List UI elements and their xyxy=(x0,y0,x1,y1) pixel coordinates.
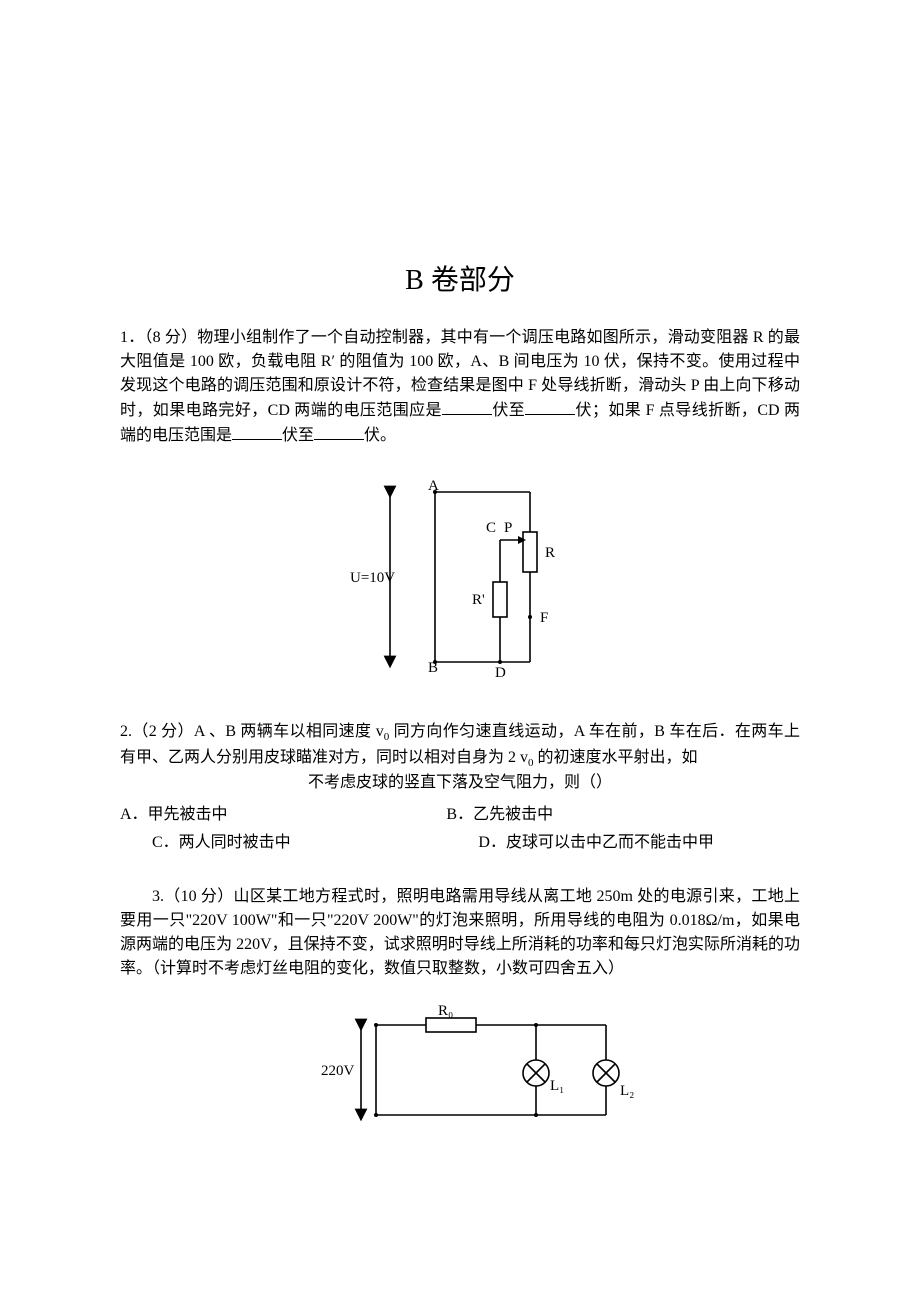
q1-blank-1 xyxy=(442,398,492,415)
q2-optA: A．甲先被击中 xyxy=(120,803,228,827)
label-220V: 220V xyxy=(321,1063,355,1079)
q2-optD: D．皮球可以击中乙而不能击中甲 xyxy=(446,831,800,855)
q1-circuit-svg: A B U=10V R P C xyxy=(350,472,570,682)
section-title: B 卷部分 xyxy=(120,260,800,302)
label-F: F xyxy=(540,610,548,626)
label-Rp: R' xyxy=(472,592,485,608)
label-U: U=10V xyxy=(350,570,395,586)
q2-optC: C．两人同时被击中 xyxy=(120,831,291,855)
q2-p1: A 、B 两辆车以相同速度 v xyxy=(194,723,384,740)
q1-blank-2 xyxy=(525,398,575,415)
label-L2: L₂ xyxy=(620,1083,634,1099)
q2-p3: 的初速度水平射出，如 xyxy=(534,749,698,766)
q1-text: 1．（8 分）物理小组制作了一个自动控制器，其中有一个调压电路如图所示，滑动变阻… xyxy=(120,326,800,448)
question-1: 1．（8 分）物理小组制作了一个自动控制器，其中有一个调压电路如图所示，滑动变阻… xyxy=(120,326,800,690)
q2-options-row1: A．甲先被击中 B．乙先被击中 xyxy=(120,803,800,827)
q2-text: 2.（2 分）A 、B 两辆车以相同速度 v0 同方向作匀速直线运动，A 车在前… xyxy=(120,720,800,771)
question-3: 3.（10 分）山区某工地方程式时，照明电路需用导线从离工地 250m 处的电源… xyxy=(120,885,800,1143)
q2-line2: 不考虑皮球的竖直下落及空气阻力，则（） xyxy=(120,771,800,795)
q2-options-row2: C．两人同时被击中 D．皮球可以击中乙而不能击中甲 xyxy=(120,831,800,855)
label-R: R xyxy=(545,545,555,561)
q1-blank-4 xyxy=(314,423,364,440)
q1-mid1: 伏至 xyxy=(492,402,525,419)
q3-text: 3.（10 分）山区某工地方程式时，照明电路需用导线从离工地 250m 处的电源… xyxy=(120,885,800,981)
q1-end: 伏。 xyxy=(364,427,396,444)
q2-num: 2.（2 分） xyxy=(120,723,194,740)
q3-figure: 220V R₀ L₁ L₂ xyxy=(120,1005,800,1143)
label-C: C xyxy=(486,520,496,536)
q2-optB: B．乙先被击中 xyxy=(446,803,800,827)
label-L1: L₁ xyxy=(550,1078,564,1094)
q1-figure: A B U=10V R P C xyxy=(120,472,800,690)
q3-circuit-svg: 220V R₀ L₁ L₂ xyxy=(316,1005,636,1135)
label-D: D xyxy=(495,665,506,681)
q1-mid3: 伏至 xyxy=(282,427,314,444)
q1-blank-3 xyxy=(232,423,282,440)
label-R0: R₀ xyxy=(438,1005,453,1019)
label-P: P xyxy=(504,520,512,536)
question-2: 2.（2 分）A 、B 两辆车以相同速度 v0 同方向作匀速直线运动，A 车在前… xyxy=(120,720,800,855)
